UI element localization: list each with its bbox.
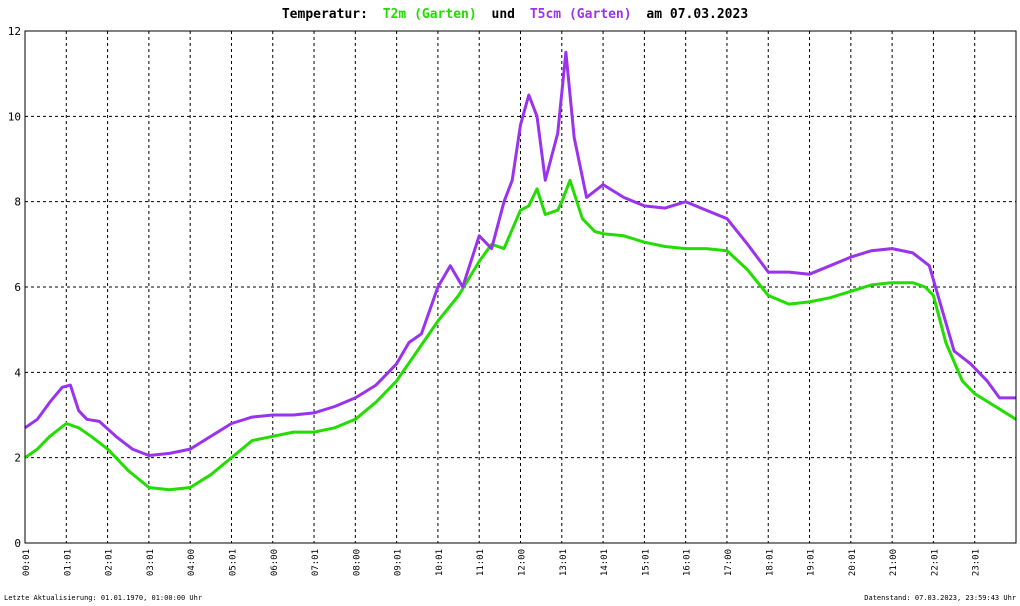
x-tick-label: 10:01 bbox=[435, 549, 445, 576]
x-tick-label: 14:01 bbox=[600, 549, 610, 576]
x-tick-label: 21:00 bbox=[889, 549, 899, 576]
x-tick-label: 17:00 bbox=[724, 549, 734, 576]
x-axis-ticks: 00:01 01:01 02:01 03:01 04:00 05:01 06:00 07:01… bbox=[22, 549, 982, 576]
footer-data-timestamp: Datenstand: 07.03.2023, 23:59:43 Uhr bbox=[864, 594, 1016, 602]
x-tick-label: 04:00 bbox=[187, 549, 197, 576]
x-tick-label: 13:01 bbox=[559, 549, 569, 576]
x-tick-label: 22:01 bbox=[930, 549, 940, 576]
series-line-t5cm bbox=[24, 50, 1016, 457]
y-tick-label: 4 bbox=[14, 366, 21, 379]
x-tick-label: 16:01 bbox=[683, 549, 693, 576]
y-tick-label: 2 bbox=[14, 452, 21, 465]
x-tick-label: 00:01 bbox=[22, 549, 32, 576]
x-tick-label: 07:01 bbox=[311, 549, 321, 576]
plot-frame bbox=[24, 30, 1017, 544]
y-axis-ticks: 0 2 4 6 8 10 12 bbox=[8, 25, 22, 550]
x-tick-label: 15:01 bbox=[641, 549, 651, 576]
title-date: am 07.03.2023 bbox=[646, 7, 748, 22]
x-tick-label: 01:01 bbox=[63, 549, 73, 576]
footer-last-update: Letzte Aktualisierung: 01.01.1970, 01:00… bbox=[4, 594, 203, 602]
y-tick-label: 6 bbox=[14, 281, 21, 294]
x-tick-label: 03:01 bbox=[146, 549, 156, 576]
series-lines bbox=[24, 50, 1017, 492]
grid bbox=[25, 31, 1016, 543]
x-tick-label: 05:01 bbox=[228, 549, 238, 576]
y-tick-label: 0 bbox=[14, 537, 21, 550]
x-tick-label: 18:01 bbox=[765, 549, 775, 576]
title-prefix: Temperatur: bbox=[282, 7, 368, 22]
x-tick-label: 12:00 bbox=[518, 549, 528, 576]
x-tick-label: 11:01 bbox=[476, 549, 486, 576]
title-series-t2m: T2m (Garten) bbox=[383, 7, 477, 22]
title-und: und bbox=[492, 7, 515, 22]
x-tick-label: 20:01 bbox=[848, 549, 858, 576]
y-tick-label: 8 bbox=[14, 196, 21, 209]
title-series-t5cm: T5cm (Garten) bbox=[530, 7, 632, 22]
x-tick-label: 09:01 bbox=[394, 549, 404, 576]
x-tick-label: 08:00 bbox=[352, 549, 362, 576]
y-tick-label: 10 bbox=[8, 110, 21, 123]
x-tick-label: 02:01 bbox=[105, 549, 115, 576]
series-line-t2m bbox=[24, 178, 1017, 492]
x-tick-label: 23:01 bbox=[972, 549, 982, 576]
y-tick-label: 12 bbox=[8, 25, 21, 38]
x-tick-label: 06:00 bbox=[270, 549, 280, 576]
chart-title: Temperatur: T2m (Garten) und T5cm (Garte… bbox=[282, 7, 748, 22]
x-tick-label: 19:01 bbox=[807, 549, 817, 576]
